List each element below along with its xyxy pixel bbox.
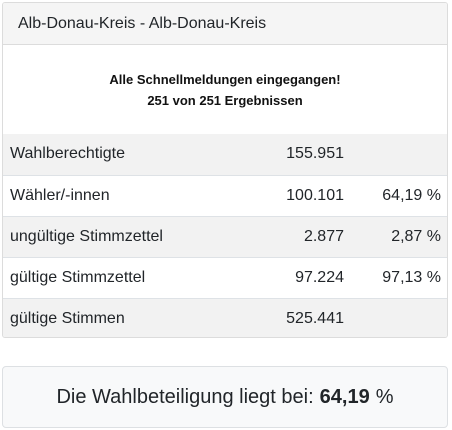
row-value: 100.101 [258,174,344,216]
results-card: Alb-Donau-Kreis - Alb-Donau-Kreis Alle S… [2,2,448,338]
reporting-status-count: 251 von 251 Ergebnissen [147,92,303,108]
row-percent: 64,19 % [344,174,447,216]
row-percent: 2,87 % [344,215,447,257]
row-value: 525.441 [258,297,344,337]
turnout-box: Die Wahlbeteiligung liegt bei: 64,19 % [2,366,448,428]
row-label: gültige Stimmzettel [3,256,258,298]
turnout-label: Die Wahlbeteiligung liegt bei: [56,385,314,408]
stats-table: Wahlberechtigte 155.951 Wähler/-innen 10… [3,134,447,337]
region-title: Alb-Donau-Kreis - Alb-Donau-Kreis [3,3,447,45]
row-value: 155.951 [258,134,344,175]
row-value: 2.877 [258,215,344,257]
row-value: 97.224 [258,256,344,298]
table-row: Wähler/-innen 100.101 64,19 % [3,174,447,216]
turnout-unit: % [375,385,394,408]
table-row: ungültige Stimmzettel 2.877 2,87 % [3,215,447,257]
row-label: ungültige Stimmzettel [3,215,258,257]
table-row: Wahlberechtigte 155.951 [3,134,447,175]
row-label: gültige Stimmen [3,297,258,337]
row-label: Wähler/-innen [3,174,258,216]
table-row: gültige Stimmzettel 97.224 97,13 % [3,256,447,298]
reporting-status: Alle Schnellmeldungen eingegangen! 251 v… [3,45,447,134]
row-percent: 97,13 % [344,256,447,298]
row-percent [344,134,447,175]
row-label: Wahlberechtigte [3,134,258,175]
row-percent [344,297,447,337]
table-row: gültige Stimmen 525.441 [3,297,447,337]
turnout-value: 64,19 [319,385,370,408]
reporting-status-message: Alle Schnellmeldungen eingegangen! [109,71,341,87]
